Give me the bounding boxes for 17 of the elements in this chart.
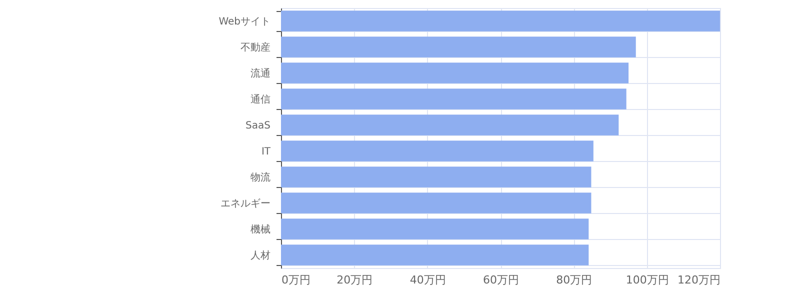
- x-tick-label: 40万円: [410, 274, 446, 286]
- y-tick-label: 流通: [250, 68, 270, 80]
- y-tick-label: 人材: [250, 250, 270, 262]
- y-tick-label: 機械: [250, 224, 270, 236]
- x-tick-label: 60万円: [483, 274, 519, 286]
- y-tick-label: エネルギー: [220, 198, 270, 210]
- x-tick-label: 20万円: [336, 274, 373, 286]
- y-tick-label: SaaS: [246, 120, 270, 132]
- x-tick-label: 120万円: [678, 274, 720, 286]
- x-tick-label: 100万円: [626, 274, 669, 286]
- y-tick-label: Webサイト: [218, 16, 270, 28]
- y-tick-label: IT: [261, 146, 272, 158]
- x-tick-label: 0万円: [282, 274, 310, 286]
- y-tick-label: 不動産: [240, 42, 270, 54]
- y-tick-label: 通信: [250, 94, 270, 106]
- x-tick-label: 80万円: [556, 274, 592, 286]
- y-tick-label: 物流: [250, 172, 270, 184]
